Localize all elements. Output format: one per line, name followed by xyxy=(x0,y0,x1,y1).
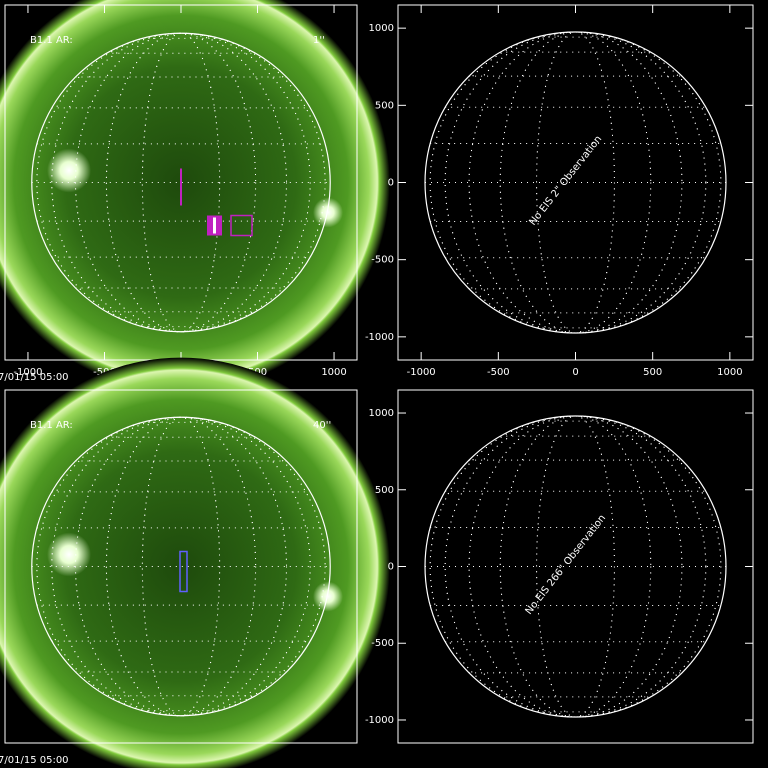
active-region xyxy=(313,197,343,228)
x-tick-label: 1000 xyxy=(321,367,346,378)
active-region xyxy=(313,581,343,612)
longitude-line xyxy=(536,31,615,334)
y-tick-label: -1000 xyxy=(365,332,394,343)
longitude-line xyxy=(105,32,257,333)
y-tick-label: 1000 xyxy=(369,23,394,34)
longitude-line xyxy=(141,416,221,717)
y-tick-label: 0 xyxy=(388,562,394,573)
longitude-line xyxy=(444,415,707,718)
longitude-line xyxy=(36,416,326,717)
active-region xyxy=(47,532,91,577)
longitude-line xyxy=(105,416,257,717)
x-tick-label: -1000 xyxy=(13,367,42,378)
date-label: 7/01/15 05:00 xyxy=(0,755,69,766)
longitude-line xyxy=(429,31,722,334)
scale-label: 1'' xyxy=(313,35,325,46)
longitude-line xyxy=(536,415,615,718)
no-observation: No EIS 266" Observation xyxy=(524,513,609,617)
longitude-line xyxy=(141,32,221,333)
y-tick-label: 500 xyxy=(375,485,394,496)
raster xyxy=(179,550,188,593)
panel-label: B1.1 AR: xyxy=(30,420,73,431)
y-tick-label: -500 xyxy=(371,255,394,266)
x-tick-label: -1000 xyxy=(407,367,436,378)
y-tick-label: 500 xyxy=(375,100,394,111)
y-tick-label: -500 xyxy=(371,638,394,649)
longitude-line xyxy=(468,415,683,718)
x-tick-label: 1000 xyxy=(717,367,742,378)
x-tick-label: 500 xyxy=(643,367,662,378)
fov-box xyxy=(230,214,253,237)
longitude-line xyxy=(51,32,311,333)
longitude-line xyxy=(444,31,707,334)
longitude-line xyxy=(74,416,288,717)
longitude-line xyxy=(51,416,311,717)
no-observation: No EIS 2" Observation xyxy=(528,134,605,228)
active-region xyxy=(47,148,91,193)
scale-label: 40'' xyxy=(313,420,331,431)
sun-image xyxy=(0,0,390,392)
panel-label: B1.1 AR: xyxy=(30,35,73,46)
y-tick-label: 0 xyxy=(388,178,394,189)
longitude-line xyxy=(36,32,326,333)
y-tick-label: 1000 xyxy=(369,408,394,419)
longitude-line xyxy=(429,415,722,718)
longitude-line xyxy=(74,32,288,333)
axes-box xyxy=(4,389,358,744)
raster-stripe xyxy=(213,217,216,234)
date-label: 7/01/15 05:00 xyxy=(0,372,69,383)
y-tick-label: -1000 xyxy=(365,715,394,726)
x-tick-label: 0 xyxy=(572,367,578,378)
longitude-line xyxy=(468,31,683,334)
x-tick-label: -500 xyxy=(487,367,510,378)
